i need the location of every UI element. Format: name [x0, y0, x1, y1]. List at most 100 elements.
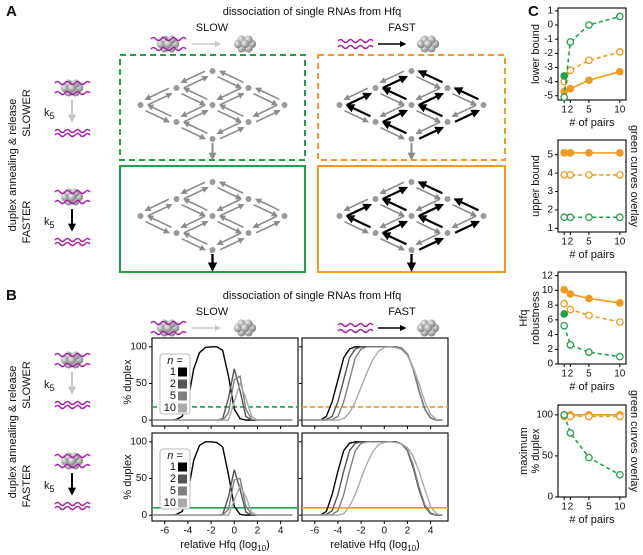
legend-swatch — [178, 367, 187, 377]
x-tick-label: -2 — [357, 526, 366, 537]
y-tick-label: -2 — [544, 48, 553, 59]
panel-letter: B — [6, 287, 17, 304]
plot-frame — [301, 432, 449, 522]
y-tick-label: -4 — [544, 76, 553, 87]
state-dot — [480, 102, 487, 108]
y-axis-label: % duplex — [530, 428, 542, 474]
arrow — [451, 104, 477, 118]
legend-swatch — [178, 391, 187, 401]
series-line — [563, 303, 620, 323]
arrow — [218, 181, 244, 195]
arrow — [418, 237, 445, 251]
arrow — [182, 232, 208, 246]
hfq-subunit — [423, 39, 433, 49]
rate-subscript: 5 — [50, 484, 55, 494]
y-tick-label: 1 — [547, 5, 553, 16]
arrow — [219, 126, 245, 140]
state-dot — [209, 179, 216, 185]
series-point — [560, 93, 569, 102]
arrow — [417, 104, 443, 118]
arrow — [217, 220, 243, 234]
arrow — [381, 232, 407, 246]
x-tick-label: 5 — [586, 369, 592, 380]
arrow — [252, 104, 278, 118]
arrow — [216, 198, 242, 212]
x-tick-label: 0 — [231, 526, 237, 537]
arrow — [181, 92, 207, 106]
y-tick-label: 2 — [547, 205, 553, 216]
y-tick-label: 6 — [547, 314, 553, 325]
hfq-subunit — [67, 192, 77, 202]
hfq-subunit — [163, 39, 173, 49]
series-line — [563, 51, 621, 82]
x-tick-label: 2 — [568, 105, 574, 116]
arrow — [454, 109, 481, 123]
series-line — [303, 441, 443, 516]
x-axis-label-end: ) — [266, 539, 270, 551]
series-point — [560, 213, 569, 222]
rate-symbol: k — [44, 216, 50, 228]
state-dot — [173, 85, 180, 91]
y-tick-label: 100 — [536, 409, 553, 420]
y-tick-label: 4 — [547, 168, 553, 179]
y-tick-label: 100 — [130, 436, 147, 447]
state-dot — [137, 102, 144, 108]
arrow — [416, 75, 442, 89]
legend-label: 5 — [170, 390, 176, 402]
rna-strand — [54, 501, 91, 507]
series-point — [615, 149, 624, 157]
arrow — [253, 203, 279, 217]
x-axis-label: # of pairs — [569, 514, 615, 526]
x-tick-label: -4 — [333, 526, 342, 537]
series-point — [566, 412, 575, 421]
series-point — [566, 149, 575, 157]
arrow — [183, 186, 209, 200]
y-tick-label: 3 — [547, 186, 553, 197]
y-axis-label: % duplex — [122, 454, 134, 500]
state-dot — [137, 213, 144, 219]
rna-strand — [337, 38, 374, 44]
state-dot — [408, 68, 415, 74]
series-point — [560, 321, 569, 330]
x-tick-label: -4 — [183, 526, 192, 537]
series-point — [560, 285, 569, 294]
y-tick-label: -5 — [544, 90, 553, 101]
arrow — [382, 186, 409, 200]
state-dot — [480, 213, 487, 219]
arrow — [253, 92, 279, 106]
rna-strand — [54, 241, 91, 247]
state-dot — [372, 119, 379, 125]
arrow — [145, 109, 171, 123]
row-label: SLOWER — [21, 361, 33, 409]
rate-constant: k5 — [44, 107, 55, 121]
arrow — [415, 87, 441, 101]
arrow — [182, 198, 208, 212]
rna-strand — [54, 505, 91, 511]
series-point — [585, 294, 593, 303]
arrow — [345, 104, 371, 118]
rate-symbol: k — [44, 107, 50, 119]
arrow — [380, 92, 406, 106]
x-axis-label: # of pairs — [569, 381, 615, 393]
rate-subscript: 5 — [50, 383, 55, 393]
rate-constant: k5 — [44, 480, 55, 494]
hfq-subunit — [67, 456, 77, 466]
arrow — [382, 220, 409, 234]
arrow — [379, 181, 405, 195]
y-tick-label: 12 — [542, 270, 554, 281]
series-point — [615, 318, 624, 326]
arrow — [381, 121, 407, 135]
rna-strand — [337, 328, 374, 334]
arrow — [346, 203, 373, 217]
x-tick-label: 1 — [561, 502, 567, 513]
series-point — [585, 412, 593, 421]
arrow — [346, 92, 373, 106]
legend-swatch — [178, 498, 187, 508]
state-dot — [336, 102, 343, 108]
legend-swatch — [178, 486, 187, 496]
series-point — [615, 67, 624, 76]
arrow — [180, 181, 206, 195]
arrow — [216, 232, 242, 246]
x-tick-label: 4 — [278, 526, 284, 537]
state-dot — [209, 247, 216, 253]
